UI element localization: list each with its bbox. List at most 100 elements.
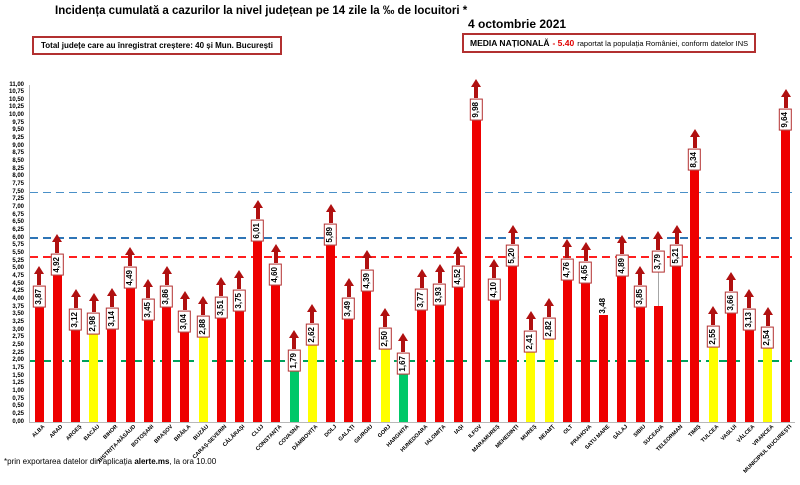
bar-label-stack: 2,41 xyxy=(523,310,539,353)
y-axis-tick: 3,25 xyxy=(12,318,24,325)
y-axis-tick: 5,75 xyxy=(12,242,24,249)
bar-label-stack: 1,67 xyxy=(395,333,411,375)
threshold-line-6 xyxy=(30,237,795,240)
increase-arrow-head xyxy=(161,266,172,275)
y-axis-tick: 5,00 xyxy=(12,265,24,272)
increase-arrow-shaft xyxy=(419,276,424,288)
increase-arrow-shaft xyxy=(711,314,716,326)
bar xyxy=(617,272,627,422)
bar-value-label: 3,79 xyxy=(651,251,665,273)
increase-arrow-shaft xyxy=(492,266,497,278)
bar-value-label: 3,14 xyxy=(105,308,119,330)
bar xyxy=(726,309,736,422)
y-axis-tick: 3,50 xyxy=(12,311,24,318)
bar xyxy=(71,326,81,422)
increase-arrow-shaft xyxy=(619,242,624,254)
bar-value-label: 3,93 xyxy=(433,284,447,306)
bar-value-label: 2,88 xyxy=(196,316,210,338)
increase-arrow-icon xyxy=(380,307,391,327)
bar xyxy=(271,281,281,422)
increase-arrow-icon xyxy=(125,246,136,266)
bar xyxy=(781,126,791,422)
increase-arrow-head xyxy=(762,306,773,315)
increase-arrow-icon xyxy=(635,266,646,286)
bar xyxy=(253,237,263,422)
bar-label-stack: 6,01 xyxy=(250,200,266,242)
bar-value-label: 3,48 xyxy=(598,297,608,314)
increase-arrow-icon xyxy=(671,224,682,244)
increase-arrow-head xyxy=(325,203,336,212)
bar xyxy=(162,303,172,422)
y-axis-tick: 2,75 xyxy=(12,334,24,341)
increase-arrow-shaft xyxy=(674,232,679,244)
bar-value-label: 3,13 xyxy=(743,308,756,331)
bar-value-label: 2,54 xyxy=(761,326,775,349)
bar xyxy=(526,348,536,422)
increase-arrow-shaft xyxy=(783,97,788,109)
bar xyxy=(234,307,244,422)
increase-arrow-shaft xyxy=(346,285,351,297)
increase-arrow-head xyxy=(361,249,372,258)
bar xyxy=(380,345,390,422)
bar-value-label: 3,85 xyxy=(633,286,647,309)
bar-value-label: 4,39 xyxy=(360,269,374,292)
bar-value-label: 5,20 xyxy=(506,245,520,267)
bar-value-label: 4,60 xyxy=(269,263,283,286)
increase-arrow-icon xyxy=(325,203,336,223)
increase-arrow-head xyxy=(653,231,664,240)
bar xyxy=(599,315,609,422)
bar xyxy=(107,325,117,422)
y-axis-tick: 10,00 xyxy=(8,112,24,119)
increase-arrow-shaft xyxy=(128,254,133,266)
increase-arrow-head xyxy=(106,288,117,297)
y-axis-tick: 10,75 xyxy=(8,89,24,96)
increase-arrow-icon xyxy=(234,269,245,289)
increase-arrow-head xyxy=(744,288,755,297)
increase-arrow-icon xyxy=(689,128,700,148)
increase-arrow-icon xyxy=(398,333,409,353)
increase-arrow-head xyxy=(270,243,281,252)
increase-arrow-head xyxy=(525,310,536,319)
bar-value-label: 2,50 xyxy=(378,327,392,350)
bar-label-stack: 4,76 xyxy=(559,238,575,281)
bar-label-stack: 3,79 xyxy=(650,231,666,273)
growth-summary-box: Total județe care au înregistrat creșter… xyxy=(32,36,282,55)
y-axis-tick: 1,25 xyxy=(12,380,24,387)
bar xyxy=(180,328,190,422)
bar-value-label: 1,67 xyxy=(396,353,410,375)
bar-value-label: 3,04 xyxy=(178,311,192,333)
bar xyxy=(635,304,645,422)
increase-arrow-icon xyxy=(744,288,755,308)
bar xyxy=(581,279,591,422)
bar xyxy=(508,262,518,422)
bar xyxy=(653,305,663,422)
increase-arrow-shaft xyxy=(437,272,442,284)
increase-arrow-shaft xyxy=(765,314,770,326)
increase-arrow-head xyxy=(234,269,245,278)
increase-arrow-shaft xyxy=(565,246,570,258)
bar-label-stack: 3,77 xyxy=(414,268,430,311)
increase-arrow-shaft xyxy=(638,274,643,286)
chart-title: Incidența cumulată a cazurilor la nivel … xyxy=(55,5,468,17)
y-axis-line xyxy=(29,85,30,422)
y-axis-tick: 9,75 xyxy=(12,119,24,126)
increase-arrow-shaft xyxy=(747,296,752,308)
increase-arrow-icon xyxy=(270,243,281,263)
increase-arrow-head xyxy=(398,333,409,342)
increase-arrow-icon xyxy=(544,298,555,318)
increase-arrow-shaft xyxy=(146,286,151,298)
increase-arrow-icon xyxy=(34,265,45,285)
increase-arrow-icon xyxy=(252,200,263,220)
bar xyxy=(763,344,773,422)
increase-arrow-head xyxy=(489,258,500,267)
bar-label-stack: 5,20 xyxy=(505,225,521,267)
y-axis-tick: 9,25 xyxy=(12,135,24,142)
y-axis-tick: 0,00 xyxy=(12,418,24,425)
x-axis-labels: ALBA ARAD ARGEȘ BACĂU BIHOR BISTRIȚA-NĂSĂUD BO… xyxy=(30,424,795,475)
y-axis-tick: 10,50 xyxy=(8,96,24,103)
bar-value-label: 3,66 xyxy=(724,292,738,314)
bar-value-label: 4,65 xyxy=(579,261,592,284)
increase-arrow-head xyxy=(562,238,573,247)
report-date: 4 octombrie 2021 xyxy=(468,17,567,31)
